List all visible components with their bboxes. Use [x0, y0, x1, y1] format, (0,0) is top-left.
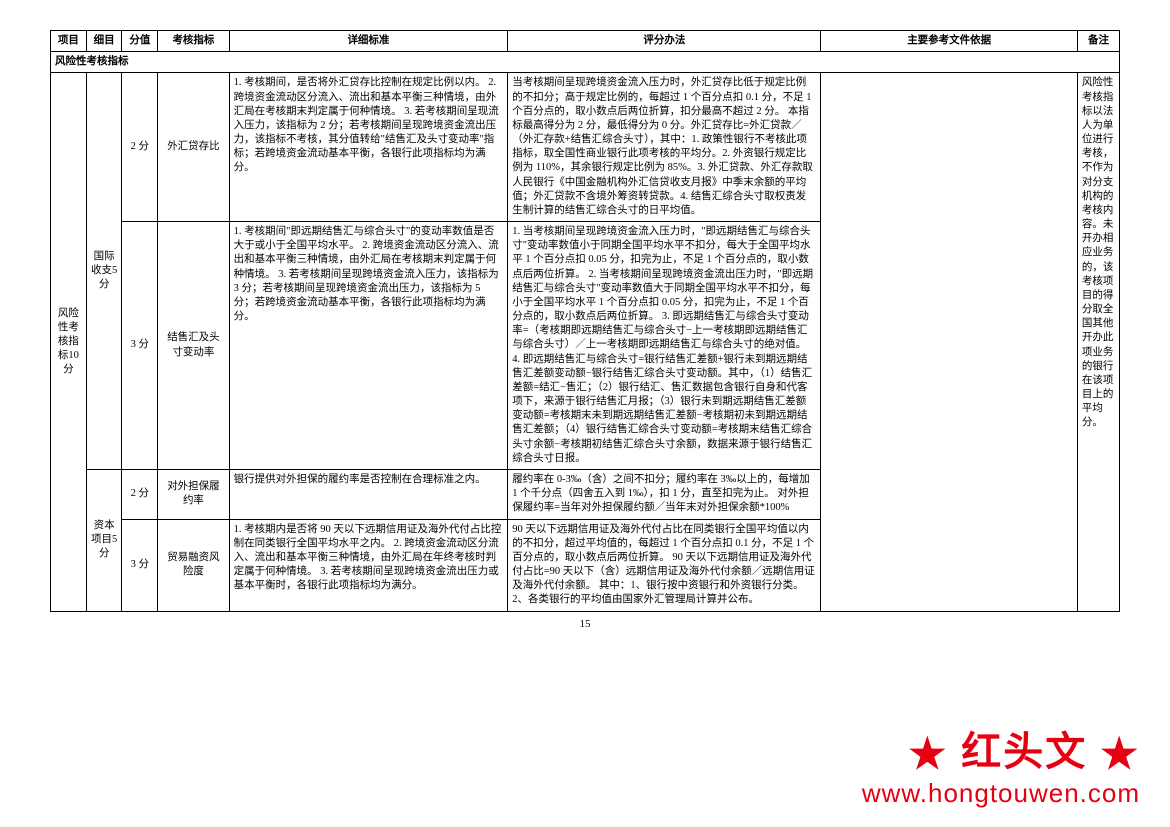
subitem-2: 资本项目5分: [86, 469, 122, 611]
indicator-1: 外汇贷存比: [158, 73, 229, 222]
method-4: 90 天以下远期信用证及海外代付占比在同类银行全国平均值以内的不扣分，超过平均值…: [508, 519, 821, 611]
assessment-table: 项目 细目 分值 考核指标 详细标准 评分办法 主要参考文件依据 备注 风险性考…: [50, 30, 1120, 612]
col-project: 项目: [51, 31, 87, 52]
section-header-row: 风险性考核指标: [51, 52, 1120, 73]
project-label: 风险性考核指标10分: [51, 73, 87, 611]
indicator-3: 对外担保履约率: [158, 469, 229, 519]
method-3: 履约率在 0-3‰（含）之间不扣分；履约率在 3‰以上的，每增加 1 个千分点（…: [508, 469, 821, 519]
note-cell: 风险性考核指标以法人为单位进行考核，不作为对分支机构的考核内容。未开办相应业务的…: [1077, 73, 1119, 611]
detail-2: 1. 考核期间"即远期结售汇与综合头寸"的变动率数值是否大于或小于全国平均水平。…: [229, 222, 508, 470]
score-1: 2 分: [122, 73, 158, 222]
watermark-url: www.hongtouwen.com: [862, 778, 1140, 809]
score-2: 3 分: [122, 222, 158, 470]
col-subitem: 细目: [86, 31, 122, 52]
page-number: 15: [50, 618, 1120, 630]
table-row: 风险性考核指标10分 国际收支5分 2 分 外汇贷存比 1. 考核期间，是否将外…: [51, 73, 1120, 222]
col-score: 分值: [122, 31, 158, 52]
star-icon: ★: [908, 730, 948, 777]
col-detail: 详细标准: [229, 31, 508, 52]
detail-1: 1. 考核期间，是否将外汇贷存比控制在规定比例以内。 2. 跨境资金流动区分流入…: [229, 73, 508, 222]
score-3: 2 分: [122, 469, 158, 519]
col-method: 评分办法: [508, 31, 821, 52]
indicator-2: 结售汇及头寸变动率: [158, 222, 229, 470]
detail-3: 银行提供对外担保的履约率是否控制在合理标准之内。: [229, 469, 508, 519]
col-note: 备注: [1077, 31, 1119, 52]
method-2: 1. 当考核期间呈现跨境资金流入压力时，"即远期结售汇与综合头寸"变动率数值小于…: [508, 222, 821, 470]
section-header: 风险性考核指标: [51, 52, 1120, 73]
watermark-text: 红头文: [961, 730, 1087, 774]
detail-4: 1. 考核期内是否将 90 天以下远期信用证及海外代付占比控制在同类银行全国平均…: [229, 519, 508, 611]
subitem-1: 国际收支5分: [86, 73, 122, 470]
method-1: 当考核期间呈现跨境资金流入压力时，外汇贷存比低于规定比例的不扣分；高于规定比例的…: [508, 73, 821, 222]
reference-cell: [821, 73, 1077, 611]
col-indicator: 考核指标: [158, 31, 229, 52]
score-4: 3 分: [122, 519, 158, 611]
indicator-4: 贸易融资风险度: [158, 519, 229, 611]
table-header-row: 项目 细目 分值 考核指标 详细标准 评分办法 主要参考文件依据 备注: [51, 31, 1120, 52]
star-icon: ★: [1100, 730, 1140, 777]
col-reference: 主要参考文件依据: [821, 31, 1077, 52]
watermark: ★ 红头文 ★ www.hongtouwen.com: [862, 719, 1140, 809]
